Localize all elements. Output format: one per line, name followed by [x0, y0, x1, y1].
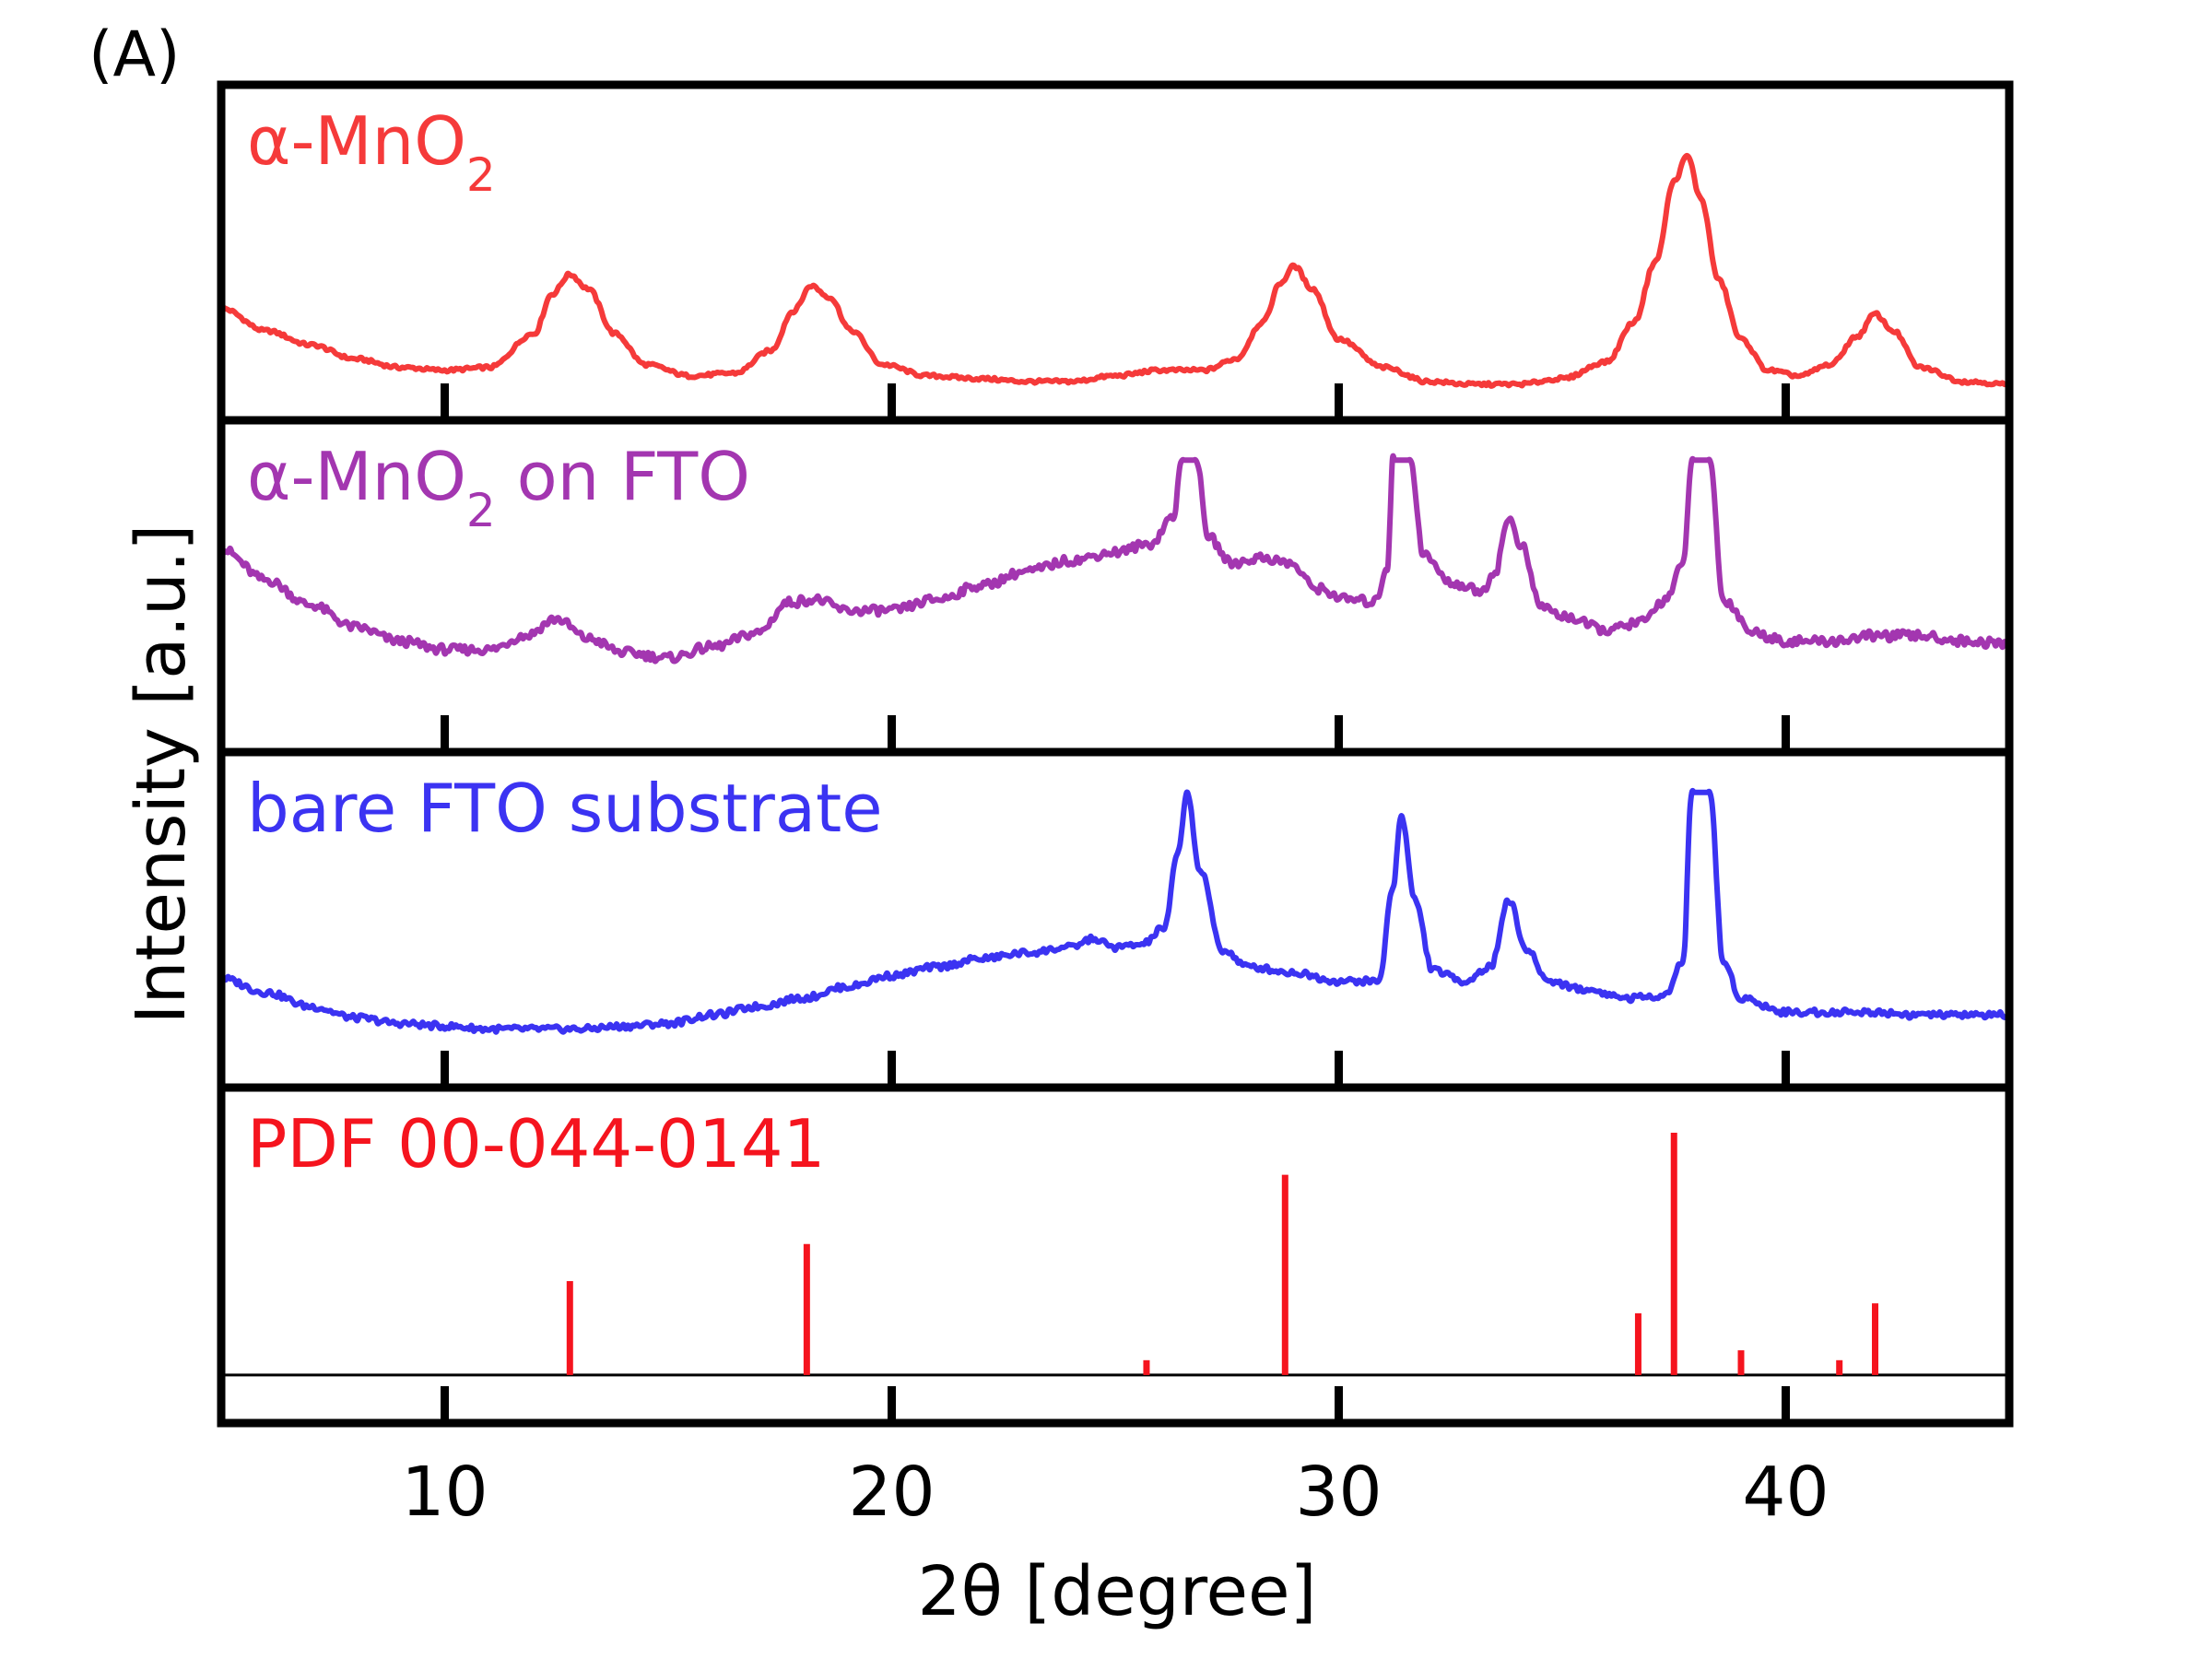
series-label-bare-fto: bare FTO substrate	[247, 770, 883, 847]
series-line-alpha-mno2-on-fto	[225, 453, 2006, 665]
series-line-bare-fto	[225, 787, 2006, 1035]
x-axis-label-text: 2θ [degree]	[918, 1552, 1317, 1631]
panel-bare-fto: bare FTO substrate	[217, 747, 2014, 1092]
panel-frame	[217, 416, 2014, 757]
y-axis-label: Intensity [a.u.]	[122, 524, 201, 1025]
series-label-alpha-mno2-on-fto: α-MnO2 on FTO	[247, 438, 750, 537]
panel-alpha-mno2-on-fto: α-MnO2 on FTO	[217, 416, 2014, 757]
x-tick-label: 30	[1295, 1453, 1382, 1532]
x-tick-label: 20	[848, 1453, 935, 1532]
series-line-alpha-mno2	[225, 152, 2006, 389]
panel-label: (A)	[88, 18, 181, 91]
panel-frame	[217, 1083, 2014, 1428]
x-tick-label: 10	[401, 1453, 488, 1532]
panel-pdf-reference: PDF 00-044-0141	[217, 1083, 2014, 1428]
series-label-pdf-reference: PDF 00-044-0141	[247, 1105, 825, 1182]
series-label-alpha-mno2: α-MnO2	[247, 102, 496, 202]
x-tick-label: 40	[1742, 1453, 1829, 1532]
panel-alpha-mno2: α-MnO2	[217, 80, 2014, 425]
x-axis-label: 2θ [degree]	[918, 1552, 1317, 1631]
